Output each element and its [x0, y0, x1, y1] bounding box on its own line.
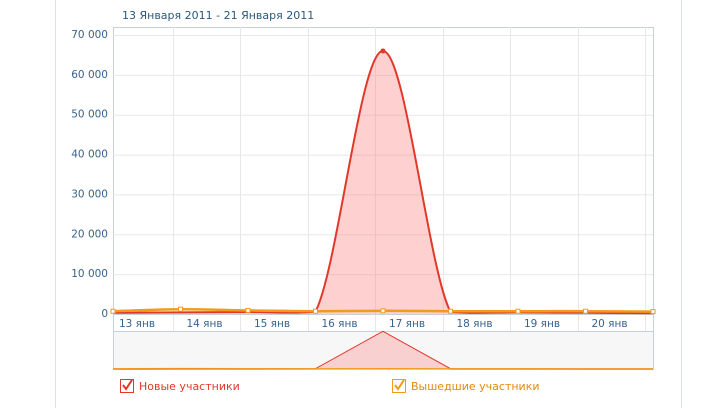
- y-tick-label: 0: [101, 308, 108, 320]
- point: [313, 308, 318, 314]
- point: [110, 308, 116, 314]
- area: [113, 50, 653, 314]
- x-tick-label: 18 янв: [456, 318, 492, 330]
- point: [380, 308, 386, 314]
- x-tick-label: 14 янв: [186, 318, 222, 330]
- point: [245, 307, 251, 313]
- x-tick-label: 13 янв: [119, 318, 155, 330]
- x-tick-label: 20 янв: [591, 318, 627, 330]
- y-tick-label: 50 000: [71, 109, 108, 121]
- point: [515, 308, 521, 314]
- x-tick-label: 16 янв: [321, 318, 357, 330]
- y-tick-label: 70 000: [71, 29, 108, 41]
- y-tick-label: 20 000: [71, 228, 108, 240]
- navigator: [113, 331, 654, 370]
- legend-item[interactable]: Новые участники: [120, 379, 240, 394]
- point: [178, 306, 183, 312]
- navigator-area: [113, 331, 653, 369]
- y-tick-label: 10 000: [71, 268, 108, 280]
- point: [650, 309, 656, 315]
- y-tick-label: 40 000: [71, 149, 108, 161]
- peak-point: [380, 48, 386, 54]
- y-tick-label: 30 000: [71, 188, 108, 200]
- x-tick-label: 15 янв: [254, 318, 290, 330]
- legend-label: Новые участники: [139, 380, 240, 393]
- point: [583, 308, 588, 314]
- chart-title: 13 Января 2011 - 21 Января 2011: [122, 9, 314, 22]
- point: [448, 308, 453, 314]
- x-tick-label: 17 янв: [389, 318, 425, 330]
- legend-item[interactable]: Вышедшие участники: [392, 379, 540, 394]
- legend-label: Вышедшие участники: [411, 380, 540, 393]
- x-tick-label: 19 янв: [524, 318, 560, 330]
- y-tick-label: 60 000: [71, 69, 108, 81]
- check-icon: [122, 379, 133, 391]
- check-icon: [394, 379, 405, 391]
